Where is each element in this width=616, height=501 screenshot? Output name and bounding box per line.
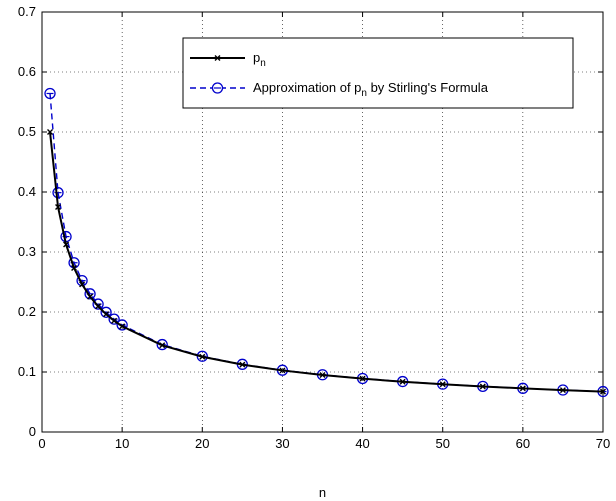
legend-item-stirling: Approximation of pn by Stirling's Formul… <box>190 80 489 99</box>
data-point-pn <box>95 303 102 310</box>
x-tick-label: 40 <box>355 436 369 451</box>
data-point-pn <box>239 361 246 368</box>
series-layer <box>44 87 609 398</box>
data-point-pn <box>87 293 94 300</box>
legend-label-pn: pn <box>253 50 266 69</box>
x-tick-label: 70 <box>596 436 610 451</box>
y-tick-label: 0 <box>29 424 36 439</box>
x-tick-label: 0 <box>38 436 45 451</box>
y-tick-label: 0.2 <box>18 304 36 319</box>
data-point-pn <box>111 317 118 324</box>
legend-marker-circle-icon <box>211 82 224 94</box>
data-point-pn <box>63 241 70 248</box>
x-tick-label: 10 <box>115 436 129 451</box>
legend: pn Approximation of pn by Stirling's For… <box>182 37 574 109</box>
data-point-pn <box>159 342 166 349</box>
y-tick-label: 0.1 <box>18 364 36 379</box>
data-point-pn <box>519 385 526 392</box>
data-point-pn <box>103 311 110 318</box>
x-tick-label: 50 <box>435 436 449 451</box>
legend-item-pn: pn <box>190 50 266 69</box>
data-point-pn <box>71 264 78 271</box>
data-point-pn <box>319 372 326 378</box>
data-point-stirling <box>44 87 56 100</box>
data-point-pn <box>55 204 62 210</box>
y-tick-label: 0.5 <box>18 124 36 139</box>
data-point-pn <box>559 387 566 394</box>
data-point-pn <box>199 353 206 360</box>
data-point-pn <box>279 367 286 374</box>
data-point-pn <box>439 381 446 388</box>
legend-label-stirling: Approximation of pn by Stirling's Formul… <box>253 80 489 99</box>
series-line-pn <box>49 131 604 393</box>
data-point-pn <box>479 383 486 390</box>
data-point-pn <box>399 378 406 385</box>
y-tick-label: 0.6 <box>18 64 36 79</box>
x-axis-label: n <box>319 485 326 500</box>
data-point-pn <box>47 129 54 135</box>
x-tick-label: 60 <box>516 436 530 451</box>
data-point-pn <box>119 323 126 330</box>
axis-ticks <box>41 11 604 433</box>
tick-labels: 0 10 20 30 40 50 60 70 0 0.1 0.2 0.3 0.4 0.5 0.6 0.7 <box>18 4 610 451</box>
data-point-pn <box>359 375 366 382</box>
x-tick-label: 20 <box>195 436 209 451</box>
x-tick-label: 30 <box>275 436 289 451</box>
data-point-pn <box>600 388 606 395</box>
y-tick-label: 0.3 <box>18 244 36 259</box>
y-tick-label: 0.7 <box>18 4 36 19</box>
plot-frame <box>41 11 604 433</box>
legend-marker-x-icon <box>214 55 221 61</box>
data-point-pn <box>79 281 86 288</box>
y-tick-label: 0.4 <box>18 184 36 199</box>
legend-box <box>182 37 574 109</box>
